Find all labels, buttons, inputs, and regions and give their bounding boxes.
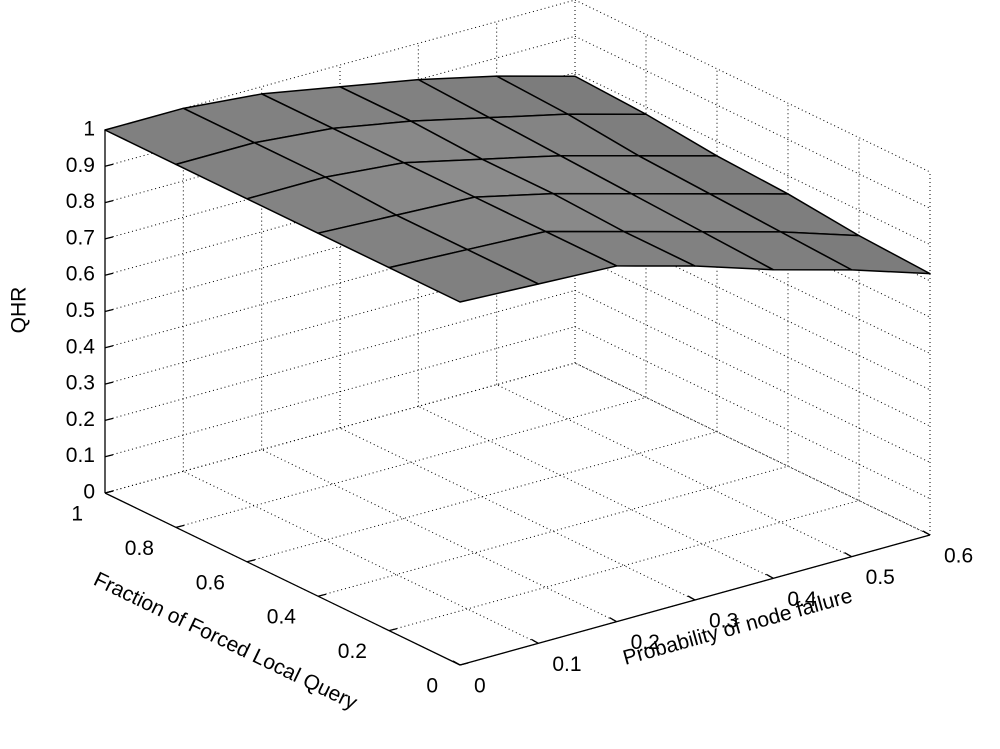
grid-line — [574, 0, 931, 173]
grid-line — [574, 35, 931, 209]
grid-line — [496, 384, 852, 558]
z-tick-label: 1 — [83, 118, 95, 141]
tick-mark — [104, 345, 114, 349]
grid-line — [317, 465, 789, 597]
grid-line — [574, 289, 931, 463]
tick-mark — [766, 573, 774, 579]
grid-line — [175, 396, 647, 528]
grid-line — [574, 326, 931, 500]
grid-line — [574, 144, 931, 318]
y-tick-label: 0 — [426, 675, 438, 698]
grid-line — [418, 405, 774, 579]
tick-mark — [104, 236, 114, 240]
grid-line — [574, 362, 931, 536]
y-tick-label: 0.2 — [338, 640, 367, 663]
y-tick-label: 1 — [71, 503, 83, 526]
z-tick-label: 0.3 — [66, 372, 95, 395]
z-tick-label: 0.1 — [66, 444, 95, 467]
grid-line — [574, 253, 931, 427]
tick-mark — [104, 417, 114, 422]
surface-cell — [388, 248, 540, 303]
z-tick-label: 0.4 — [66, 335, 96, 358]
z-tick-label: 0.8 — [66, 190, 95, 213]
z-tick-label: 0.6 — [66, 263, 95, 286]
tick-mark — [246, 559, 256, 563]
tick-mark — [844, 552, 852, 558]
z-axis-label: QHR — [8, 287, 31, 334]
tick-mark — [104, 272, 114, 276]
grid-line — [261, 449, 617, 623]
x-tick-label: 0.1 — [552, 653, 581, 676]
tick-mark — [175, 524, 185, 529]
tick-mark — [104, 308, 114, 313]
tick-mark — [922, 530, 931, 536]
y-tick-label: 0.8 — [125, 537, 154, 560]
y-tick-label: 0.4 — [267, 606, 297, 629]
z-tick-label: 0.2 — [66, 408, 95, 431]
z-tick-label: 0 — [83, 481, 95, 504]
tick-mark — [531, 638, 539, 644]
tick-mark — [104, 163, 114, 167]
tick-mark — [687, 595, 696, 601]
tick-mark — [452, 660, 461, 666]
tick-mark — [459, 662, 469, 666]
y-axis — [104, 492, 461, 666]
z-tick-label: 0.5 — [66, 299, 95, 322]
tick-mark — [104, 199, 114, 204]
x-tick-label: 0.6 — [944, 545, 973, 568]
tick-mark — [388, 627, 398, 632]
tick-mark — [104, 490, 114, 494]
tick-mark — [609, 617, 617, 623]
x-tick-label: 0.2 — [631, 631, 660, 654]
tick-mark — [104, 381, 114, 385]
grid-line — [574, 181, 931, 354]
z-tick-label: 0.9 — [66, 154, 95, 177]
grid-line — [574, 72, 931, 246]
z-tick-label: 0.7 — [66, 226, 95, 249]
y-axis-label: Fraction of Forced Local Query — [90, 568, 361, 715]
tick-mark — [104, 454, 114, 458]
x-tick-label: 0 — [474, 675, 486, 698]
grid-line — [183, 470, 539, 644]
y-tick-label: 0.6 — [196, 571, 225, 594]
grid-line — [574, 217, 931, 391]
x-tick-label: 0.5 — [866, 566, 895, 589]
grid-line — [339, 427, 696, 601]
tick-mark — [317, 593, 327, 597]
grid-line — [574, 362, 931, 536]
x-tick-label: 0.3 — [709, 610, 738, 633]
x-tick-label: 0.4 — [787, 588, 817, 611]
